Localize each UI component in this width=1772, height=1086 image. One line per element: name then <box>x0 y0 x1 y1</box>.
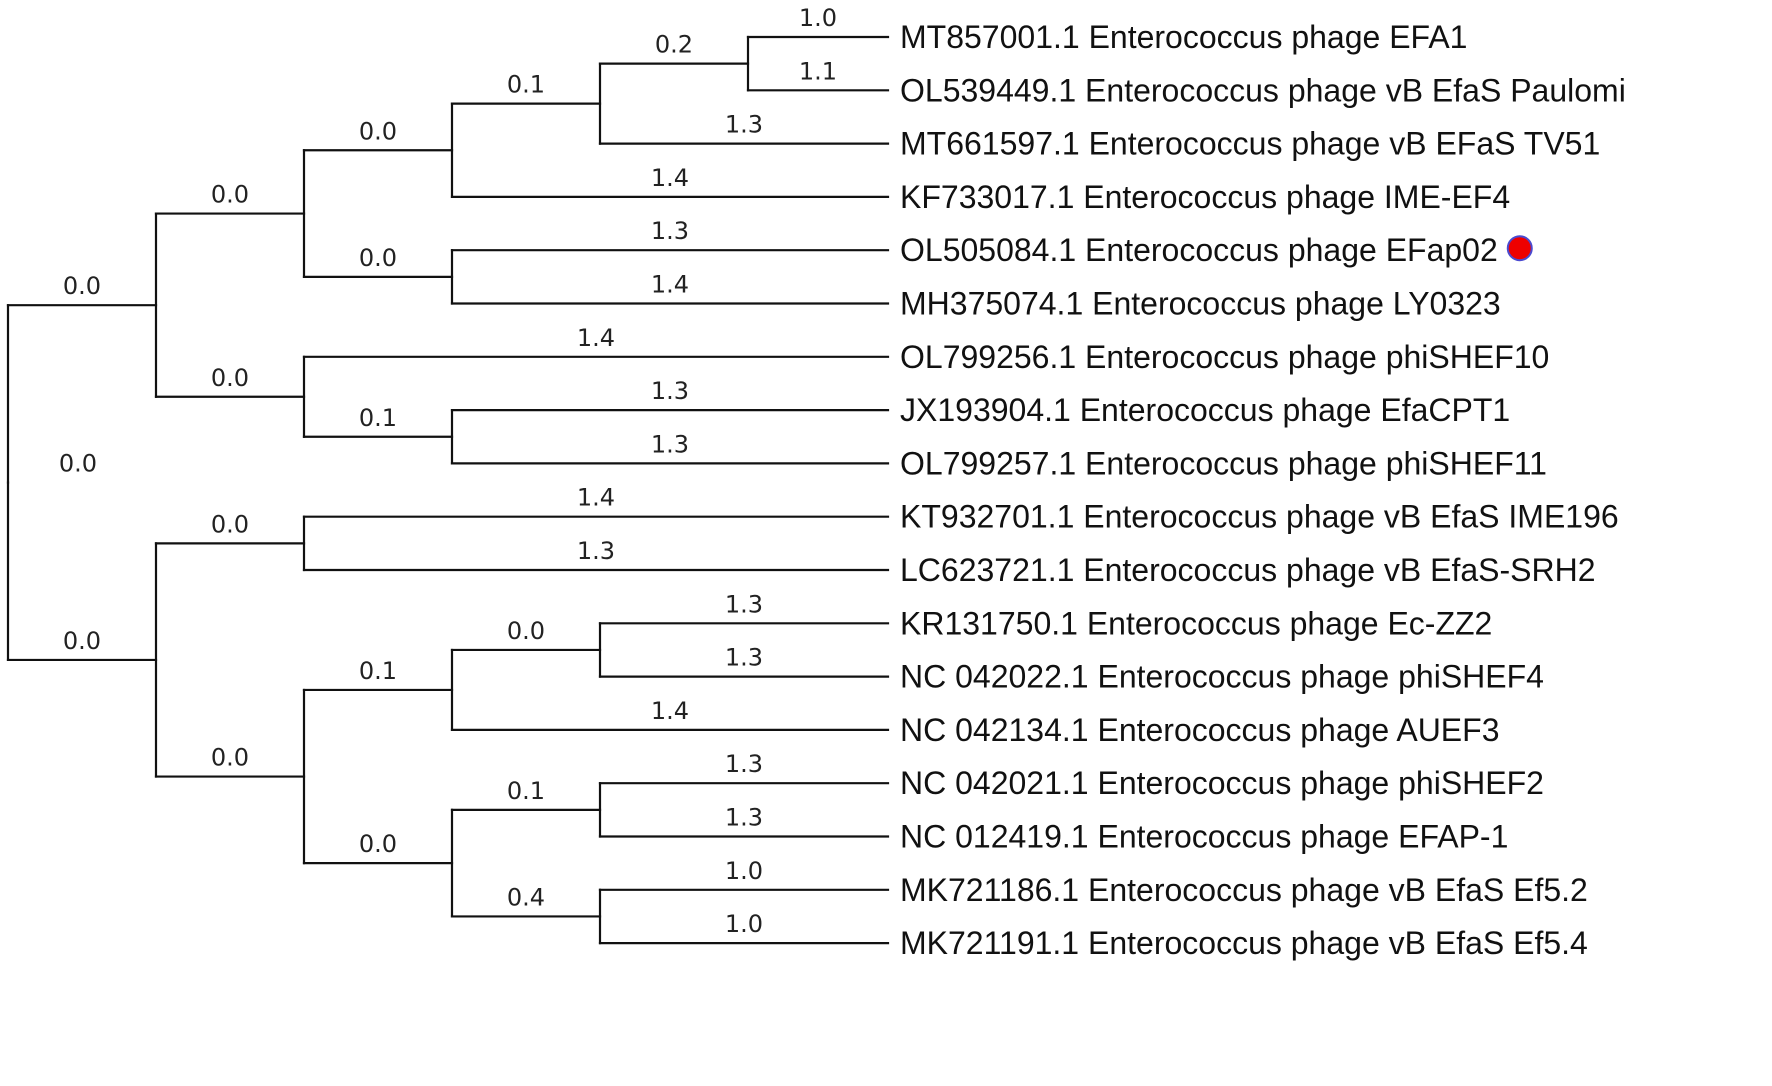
branch-length-label: 1.4 <box>577 324 615 352</box>
tree-branches <box>6 35 890 945</box>
branch-length-label: 0.1 <box>359 404 397 432</box>
taxon-label: NC 012419.1 Enterococcus phage EFAP-1 <box>900 819 1508 855</box>
taxon-label: MK721186.1 Enterococcus phage vB EfaS Ef… <box>900 872 1588 908</box>
taxon-label: JX193904.1 Enterococcus phage EfaCPT1 <box>900 392 1510 428</box>
branch-length-label: 0.1 <box>507 71 545 99</box>
taxon-label: NC 042134.1 Enterococcus phage AUEF3 <box>900 712 1499 748</box>
branch-length-label: 0.1 <box>507 777 545 805</box>
highlight-markers <box>1506 235 1533 262</box>
branch-length-label: 0.0 <box>63 272 101 300</box>
branch-length-label: 0.0 <box>59 450 97 478</box>
branch-length-label: 0.2 <box>655 31 693 59</box>
taxon-label: MH375074.1 Enterococcus phage LY0323 <box>900 286 1501 322</box>
taxon-label: KR131750.1 Enterococcus phage Ec-ZZ2 <box>900 605 1492 641</box>
taxon-label: NC 042022.1 Enterococcus phage phiSHEF4 <box>900 659 1544 695</box>
branch-length-label: 0.0 <box>359 117 397 145</box>
branch-length-label: 1.3 <box>651 377 689 405</box>
branch-length-label: 1.4 <box>577 484 615 512</box>
branch-length-label: 0.0 <box>211 510 249 538</box>
branch-length-label: 1.3 <box>725 804 763 832</box>
branch-length-label: 0.1 <box>359 657 397 685</box>
taxon-label: LC623721.1 Enterococcus phage vB EfaS-SR… <box>900 552 1596 588</box>
branch-length-label: 1.4 <box>651 271 689 299</box>
branch-length-label: 1.4 <box>651 697 689 725</box>
branch-length-label: 1.3 <box>651 217 689 245</box>
branch-length-label: 0.0 <box>211 364 249 392</box>
branch-length-label: 1.3 <box>577 537 615 565</box>
branch-length-label: 0.0 <box>359 830 397 858</box>
branch-length-label: 1.3 <box>725 111 763 139</box>
taxon-label: NC 042021.1 Enterococcus phage phiSHEF2 <box>900 765 1544 801</box>
branch-length-labels: 0.0 0.0 0.0 0.0 0.1 0.2 1.0 1.1 1.3 1.4 0.0 1.3 1.4 0… <box>59 4 837 938</box>
branch-length-label: 1.3 <box>725 750 763 778</box>
taxon-label: KF733017.1 Enterococcus phage IME-EF4 <box>900 179 1510 215</box>
taxon-label: OL505084.1 Enterococcus phage EFap02 <box>900 232 1498 268</box>
taxon-label: MT661597.1 Enterococcus phage vB EFaS TV… <box>900 126 1600 162</box>
taxon-label: OL539449.1 Enterococcus phage vB EfaS Pa… <box>900 72 1626 108</box>
taxon-label: MT857001.1 Enterococcus phage EFA1 <box>900 19 1467 55</box>
taxon-labels: MT857001.1 Enterococcus phage EFA1 OL5394… <box>900 19 1626 961</box>
branch-length-label: 1.0 <box>725 910 763 938</box>
branch-length-label: 1.4 <box>651 164 689 192</box>
taxon-label: MK721191.1 Enterococcus phage vB EfaS Ef… <box>900 925 1588 961</box>
branch-length-label: 0.0 <box>211 181 249 209</box>
branch-length-label: 1.0 <box>799 4 837 32</box>
highlight-dot-icon <box>1506 235 1533 262</box>
branch-length-label: 1.0 <box>725 857 763 885</box>
branch-length-label: 1.3 <box>651 430 689 458</box>
branch-length-label: 0.0 <box>63 627 101 655</box>
branch-length-label: 1.3 <box>725 644 763 672</box>
branch-length-label: 0.0 <box>211 744 249 772</box>
branch-length-label: 0.0 <box>507 617 545 645</box>
taxon-label: KT932701.1 Enterococcus phage vB EfaS IM… <box>900 499 1619 535</box>
branch-length-label: 0.0 <box>359 244 397 272</box>
branch-length-label: 1.1 <box>799 57 837 85</box>
taxon-label: OL799256.1 Enterococcus phage phiSHEF10 <box>900 339 1549 375</box>
branch-length-label: 0.4 <box>507 883 545 911</box>
branch-length-label: 1.3 <box>725 590 763 618</box>
taxon-label: OL799257.1 Enterococcus phage phiSHEF11 <box>900 445 1547 481</box>
